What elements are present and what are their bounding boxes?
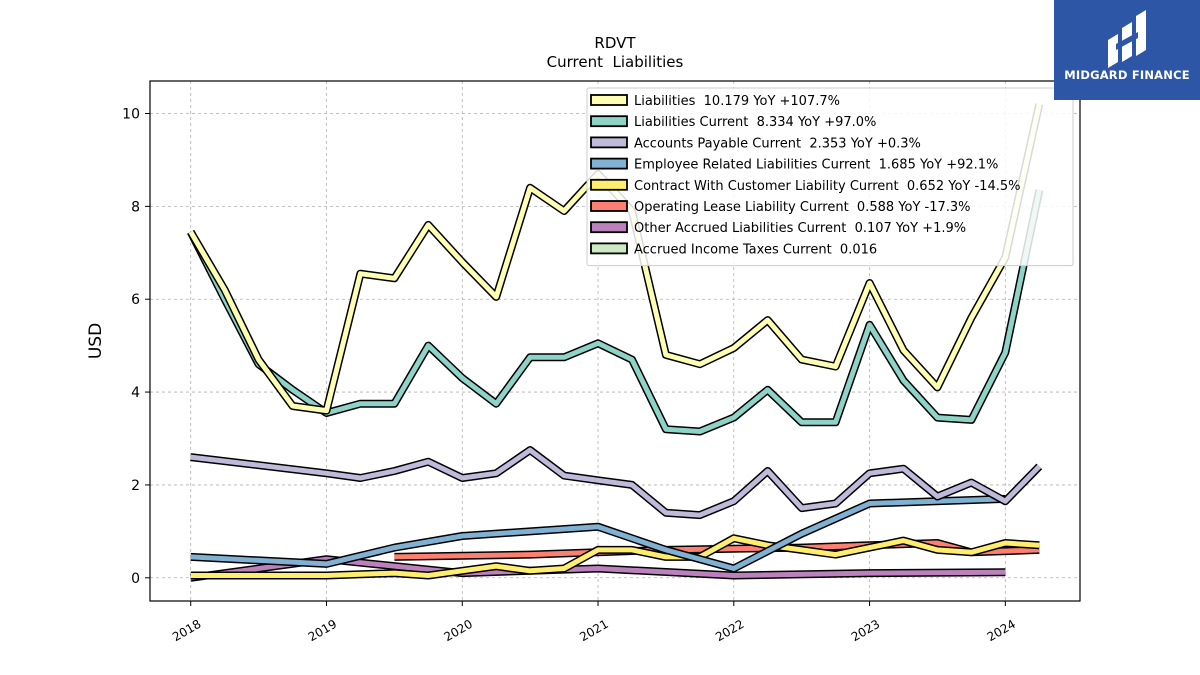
y-tick-label: 8 xyxy=(131,199,140,215)
series-line xyxy=(188,189,1042,434)
axes-frame xyxy=(149,80,1081,602)
chart-title: RDVT xyxy=(594,34,636,52)
y-tick-label: 6 xyxy=(131,292,140,308)
legend-label: Accounts Payable Current 2.353 YoY +0.3% xyxy=(634,136,921,151)
legend-label: Accrued Income Taxes Current 0.016 xyxy=(634,242,877,257)
legend-swatch xyxy=(590,136,628,149)
series-line xyxy=(190,556,1006,581)
x-tick-label: 2021 xyxy=(577,617,610,644)
legend-label: Liabilities Current 8.334 YoY +97.0% xyxy=(634,115,876,130)
legend-label: Employee Related Liabilities Current 1.6… xyxy=(634,158,998,173)
x-tick-label: 2019 xyxy=(306,617,339,644)
legend-swatch xyxy=(590,221,628,234)
chart-subtitle: Current Liabilities xyxy=(547,53,684,71)
legend-label: Other Accrued Liabilities Current 0.107 … xyxy=(634,221,966,236)
x-tick-label: 2018 xyxy=(170,617,203,644)
x-tick-label: 2023 xyxy=(849,617,882,644)
legend-label: Operating Lease Liability Current 0.588 … xyxy=(634,200,971,215)
series-line xyxy=(190,496,1006,571)
legend-swatch xyxy=(590,178,628,191)
legend-swatch xyxy=(590,242,628,255)
legend-swatch xyxy=(590,94,628,106)
y-tick-label: 10 xyxy=(122,107,140,123)
legend-swatch xyxy=(590,115,628,128)
x-tick-label: 2022 xyxy=(713,617,746,644)
y-tick-label: 4 xyxy=(131,385,140,401)
y-tick-label: 2 xyxy=(131,478,140,494)
legend-label: Liabilities 10.179 YoY +107.7% xyxy=(634,94,840,109)
legend-label: Contract With Customer Liability Current… xyxy=(634,179,1020,194)
y-axis-label: USD xyxy=(86,323,106,359)
midgard-logo-icon xyxy=(1108,10,1146,68)
legend-box xyxy=(586,87,1074,267)
brand-logo: MIDGARD FINANCE xyxy=(1054,0,1200,100)
legend-swatch xyxy=(590,157,628,170)
x-tick-label: 2024 xyxy=(985,617,1018,644)
x-tick-label: 2020 xyxy=(442,617,475,644)
legend: Liabilities 10.179 YoY +107.7% Liabilitie… xyxy=(586,87,1074,267)
legend-swatch xyxy=(590,200,628,212)
series-line xyxy=(190,447,1042,518)
y-tick-label: 0 xyxy=(131,571,140,587)
brand-name: MIDGARD FINANCE xyxy=(1064,68,1190,82)
